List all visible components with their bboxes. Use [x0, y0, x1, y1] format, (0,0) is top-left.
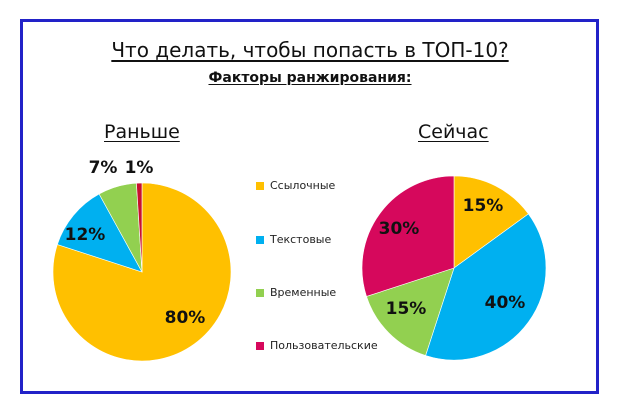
chart-frame	[20, 19, 599, 394]
legend-label: Временные	[270, 286, 337, 299]
subtitle-text: Факторы ранжирования:	[208, 70, 412, 86]
pie-slice-Текстовые	[425, 213, 547, 361]
legend-item-time: Временные	[256, 286, 336, 299]
pie-slice-Временные	[366, 267, 455, 356]
slice-label: 1%	[125, 158, 154, 178]
pie-title-before: Раньше	[104, 121, 180, 143]
pie-chart-now: 15% 40% 15% 30%	[361, 175, 547, 361]
legend-label: Текстовые	[270, 233, 332, 246]
main-title: Что делать, чтобы попасть в ТОП-10?	[0, 38, 620, 62]
slice-label: 12%	[65, 225, 106, 245]
legend-swatch-text	[256, 235, 264, 244]
legend-swatch-time	[256, 288, 264, 297]
pie-slice-Пользовательские	[361, 175, 455, 297]
pie-title-now: Сейчас	[418, 121, 489, 143]
pie-slice-Ссылочные	[453, 175, 529, 269]
slice-label: 7%	[89, 158, 118, 178]
legend-item-user: Пользовательские	[256, 339, 378, 352]
slice-label: 30%	[379, 219, 420, 239]
main-title-text: Что делать, чтобы попасть в ТОП-10?	[111, 38, 509, 62]
legend-label: Пользовательские	[270, 339, 378, 352]
slice-label: 40%	[485, 293, 526, 313]
pie-slice-Пользовательские	[136, 182, 143, 273]
subtitle: Факторы ранжирования:	[0, 70, 620, 86]
legend-item-links: Ссылочные	[256, 179, 335, 192]
pie-chart-before: 80% 12% 7% 1%	[52, 158, 232, 362]
legend-swatch-links	[256, 181, 264, 190]
legend-item-text: Текстовые	[256, 233, 331, 246]
legend-swatch-user	[256, 341, 264, 350]
slice-label: 80%	[165, 308, 206, 328]
slice-label: 15%	[463, 196, 504, 216]
legend-label: Ссылочные	[270, 179, 336, 192]
pie-slice-Текстовые	[56, 193, 143, 273]
slice-label: 15%	[386, 299, 427, 319]
